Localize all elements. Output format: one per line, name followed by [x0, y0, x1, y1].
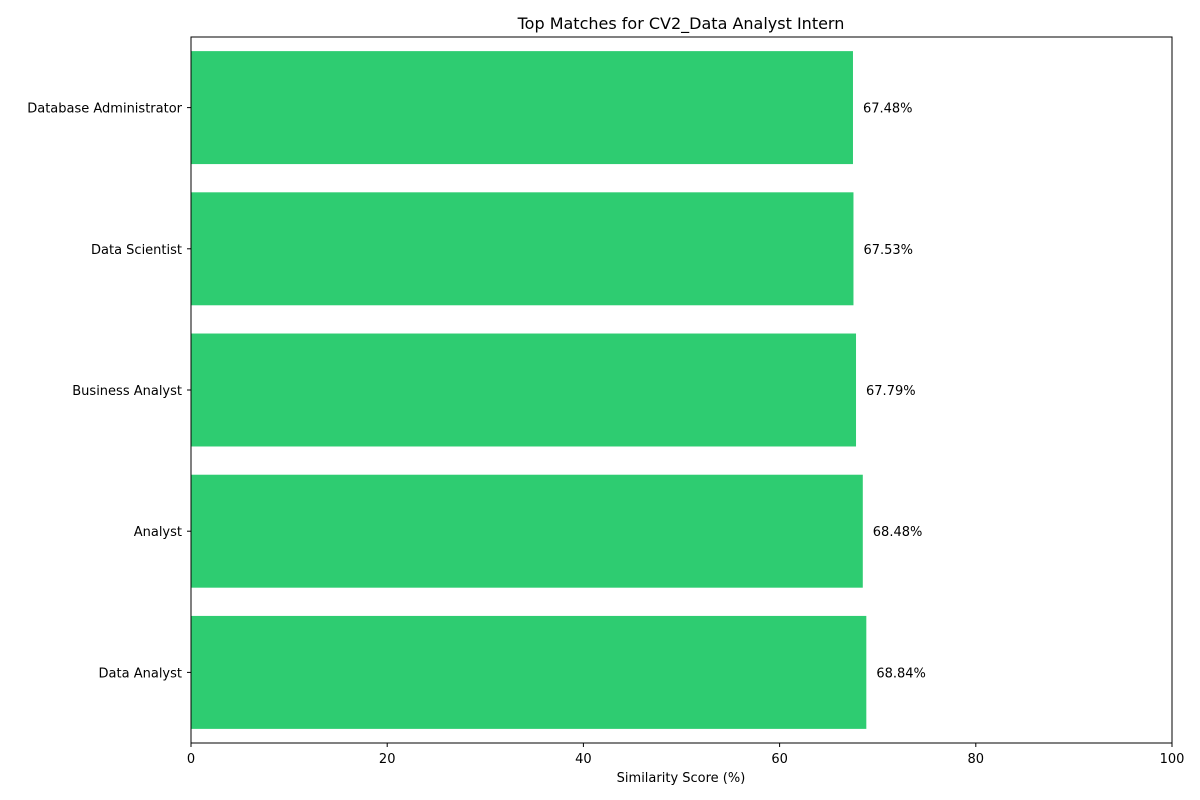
bars-group	[191, 51, 867, 729]
x-tick-label: 0	[187, 752, 195, 767]
value-label: 68.48%	[873, 525, 923, 540]
value-label: 67.79%	[866, 384, 916, 399]
x-tick-label: 40	[575, 752, 592, 767]
x-tick-label: 100	[1160, 752, 1185, 767]
bar	[191, 51, 853, 165]
y-axis-ticks: Data Analyst Analyst Business Analyst Data …	[27, 102, 191, 681]
x-tick-label: 20	[379, 752, 396, 767]
bar	[191, 333, 857, 447]
x-tick-label: 80	[968, 752, 985, 767]
bar	[191, 615, 867, 729]
plot-frame	[190, 36, 1173, 744]
value-label: 68.84%	[876, 666, 926, 681]
y-tick-label: Data Analyst	[99, 666, 182, 681]
chart-title: Top Matches for CV2_Data Analyst Intern	[517, 14, 845, 34]
value-label: 67.48%	[863, 102, 913, 117]
x-axis-ticks: 0 20 40 60 80 100	[187, 743, 1185, 767]
y-tick-label: Analyst	[134, 525, 182, 540]
y-tick-label: Business Analyst	[72, 384, 182, 399]
x-axis-label: Similarity Score (%)	[617, 771, 746, 786]
y-tick-label: Database Administrator	[27, 102, 182, 117]
y-tick-label: Data Scientist	[91, 243, 182, 258]
value-labels: 68.84% 68.48% 67.79% 67.53% 67.48%	[863, 102, 926, 682]
x-tick-label: 60	[771, 752, 788, 767]
value-label: 67.53%	[863, 243, 913, 258]
bar	[191, 474, 863, 588]
bar	[191, 192, 854, 306]
